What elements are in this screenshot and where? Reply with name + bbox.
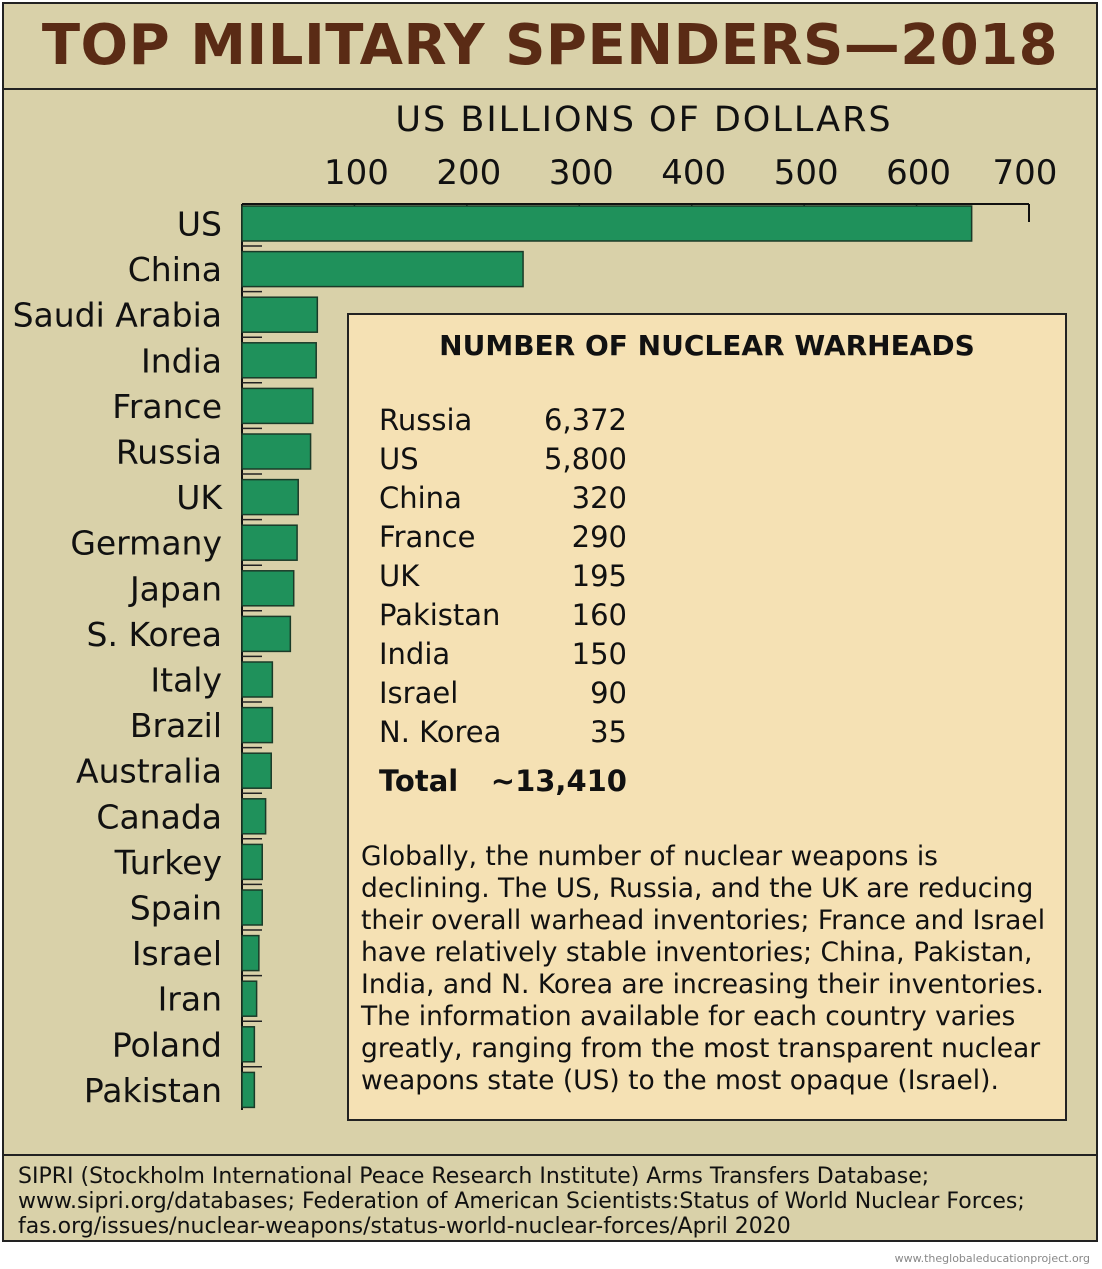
bar-pakistan <box>241 1071 256 1109</box>
warhead-country: US <box>379 442 419 476</box>
bar-poland <box>241 1026 256 1063</box>
category-label: Russia <box>116 433 222 472</box>
category-label: Canada <box>96 797 222 836</box>
warhead-count: 90 <box>590 676 627 710</box>
warhead-count: 5,800 <box>543 442 627 476</box>
bar-israel <box>241 934 260 972</box>
warhead-country: Pakistan <box>379 598 501 632</box>
bar-turkey <box>241 843 263 881</box>
warhead-country: UK <box>379 559 420 593</box>
page-title: TOP MILITARY SPENDERS—2018 <box>4 4 1096 90</box>
x-tick-label: 600 <box>886 153 951 193</box>
total-value: ~13,410 <box>490 764 627 798</box>
warhead-count: 35 <box>590 715 627 749</box>
warhead-country: China <box>379 481 462 515</box>
bar-italy <box>241 661 274 698</box>
bar-uk <box>241 478 299 516</box>
warhead-country: N. Korea <box>379 715 502 749</box>
x-tick-label: 100 <box>324 153 389 193</box>
bar-spain <box>241 889 263 926</box>
bar-japan <box>241 570 295 607</box>
category-label: China <box>128 250 222 289</box>
category-label: Saudi Arabia <box>13 296 222 335</box>
category-label: Italy <box>150 661 222 700</box>
bar-france <box>241 387 314 425</box>
bar-china <box>241 250 524 288</box>
category-label: Australia <box>76 752 222 791</box>
warhead-count: 150 <box>571 637 627 671</box>
bar-australia <box>241 752 272 789</box>
warhead-count: 320 <box>571 481 627 515</box>
bar-iran <box>241 980 258 1017</box>
x-tick-label: 700 <box>993 153 1058 193</box>
bar-chart: 100 200 300 400 500 600 700 US China Saudi Arabia… <box>13 153 1058 1110</box>
warhead-country: Israel <box>379 676 459 710</box>
category-label: Pakistan <box>84 1071 222 1110</box>
warhead-count: 195 <box>571 559 627 593</box>
warhead-row: US 5,800 <box>379 442 627 481</box>
warhead-country: India <box>379 637 451 671</box>
warhead-row: Pakistan 160 <box>379 598 627 637</box>
inset-note: Globally, the number of nuclear weapons … <box>361 841 1046 1096</box>
total-label: Total <box>379 764 459 798</box>
warhead-row: Russia 6,372 <box>379 403 627 442</box>
warhead-country: Russia <box>379 403 473 437</box>
category-label: India <box>141 341 222 380</box>
bar-saudi-arabia <box>241 296 319 333</box>
category-label: US <box>177 205 222 244</box>
bar-germany <box>241 524 298 561</box>
nuclear-warheads-box: NUMBER OF NUCLEAR WARHEADS Russia 6,372 US… <box>347 313 1067 1121</box>
warhead-count: 290 <box>571 520 627 554</box>
category-label: UK <box>176 478 223 517</box>
warhead-row: India 150 <box>379 637 627 676</box>
credit: www.theglobaleducationproject.org <box>894 1252 1090 1265</box>
bar-india <box>241 342 317 379</box>
x-tick-label: 300 <box>549 153 614 193</box>
warhead-country: France <box>379 520 476 554</box>
warhead-row: Israel 90 <box>379 676 627 715</box>
source-text: SIPRI (Stockholm International Peace Res… <box>4 1154 1096 1247</box>
category-label: Israel <box>132 934 222 973</box>
x-tick-label: 400 <box>661 153 726 193</box>
x-tick-label: 200 <box>436 153 501 193</box>
category-label: Poland <box>112 1025 222 1064</box>
panel: TOP MILITARY SPENDERS—2018 US BILLIONS O… <box>2 2 1098 1242</box>
warhead-total-row: Total ~13,410 <box>379 764 627 803</box>
warhead-row: China 320 <box>379 481 627 520</box>
bar-us <box>241 205 973 242</box>
category-label: S. Korea <box>87 615 222 654</box>
category-label: Turkey <box>114 843 222 882</box>
inset-title: NUMBER OF NUCLEAR WARHEADS <box>439 329 975 362</box>
category-label: Spain <box>130 889 222 928</box>
bar-russia <box>241 433 312 470</box>
warhead-count: 6,372 <box>543 403 627 437</box>
category-label: Iran <box>158 980 222 1019</box>
warhead-row: UK 195 <box>379 559 627 598</box>
category-label: France <box>112 387 222 426</box>
x-axis-label: US BILLIONS OF DOLLARS <box>395 100 893 140</box>
warhead-row: N. Korea 35 <box>379 715 627 754</box>
category-label: Brazil <box>130 706 222 745</box>
category-label: Germany <box>70 524 222 563</box>
category-label: Japan <box>128 569 222 608</box>
x-tick-label: 500 <box>774 153 839 193</box>
bar-canada <box>241 798 267 835</box>
bar-brazil <box>241 706 274 744</box>
bar-s-korea <box>241 615 292 653</box>
warhead-count: 160 <box>571 598 627 632</box>
warhead-row: France 290 <box>379 520 627 559</box>
